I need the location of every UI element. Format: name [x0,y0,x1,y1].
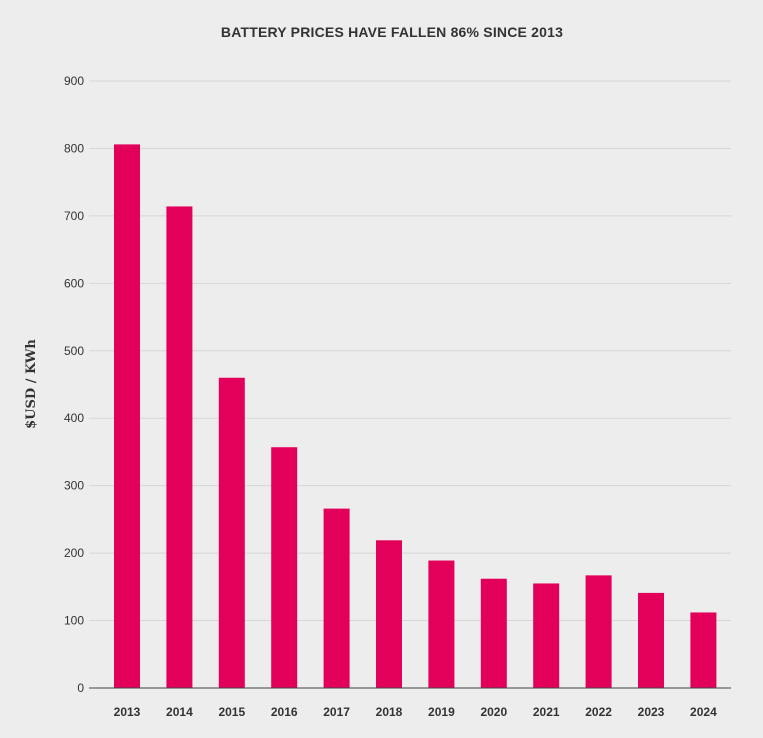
bar-2013 [114,144,140,689]
bar-2020 [480,578,507,688]
y-axis-ticks: 0 100 200 300 400 500 600 700 800 900 [64,74,84,695]
chart-title: BATTERY PRICES HAVE FALLEN 86% SINCE 201… [221,24,563,40]
x-tick-label: 2017 [323,705,350,719]
bars [114,144,717,689]
x-tick-label: 2016 [271,705,298,719]
bar-2021 [533,583,560,688]
bar-2022 [585,575,612,688]
gridlines [89,80,731,622]
x-tick-label: 2024 [690,705,717,719]
y-tick-label: 900 [64,74,84,88]
bar-2018 [376,540,402,688]
y-tick-label: 0 [77,681,84,695]
y-tick-label: 500 [64,344,84,358]
x-tick-label: 2020 [480,705,507,719]
x-tick-label: 2015 [218,705,245,719]
x-tick-label: 2018 [376,705,403,719]
y-tick-label: 600 [64,276,84,290]
bar-2024 [690,612,717,688]
bar-2014 [166,206,193,689]
bar-2023 [638,592,664,688]
y-axis-label: $USD / KWh [24,339,39,429]
x-tick-label: 2013 [114,705,141,719]
y-tick-label: 100 [64,614,84,628]
y-tick-label: 300 [64,479,84,493]
y-tick-label: 400 [64,411,84,425]
y-tick-label: 800 [64,141,84,155]
x-axis-ticks: 2013 2014 2015 2016 2017 2018 2019 2020 2021 2022… [114,705,717,719]
y-tick-label: 700 [64,209,84,223]
bar-2015 [218,377,245,688]
x-tick-label: 2023 [638,705,665,719]
x-tick-label: 2022 [585,705,612,719]
bar-2017 [323,508,350,688]
x-tick-label: 2021 [533,705,560,719]
bar-2019 [428,560,455,688]
bar-2016 [271,447,298,688]
x-tick-label: 2014 [166,705,193,719]
y-tick-label: 200 [64,546,84,560]
x-tick-label: 2019 [428,705,455,719]
